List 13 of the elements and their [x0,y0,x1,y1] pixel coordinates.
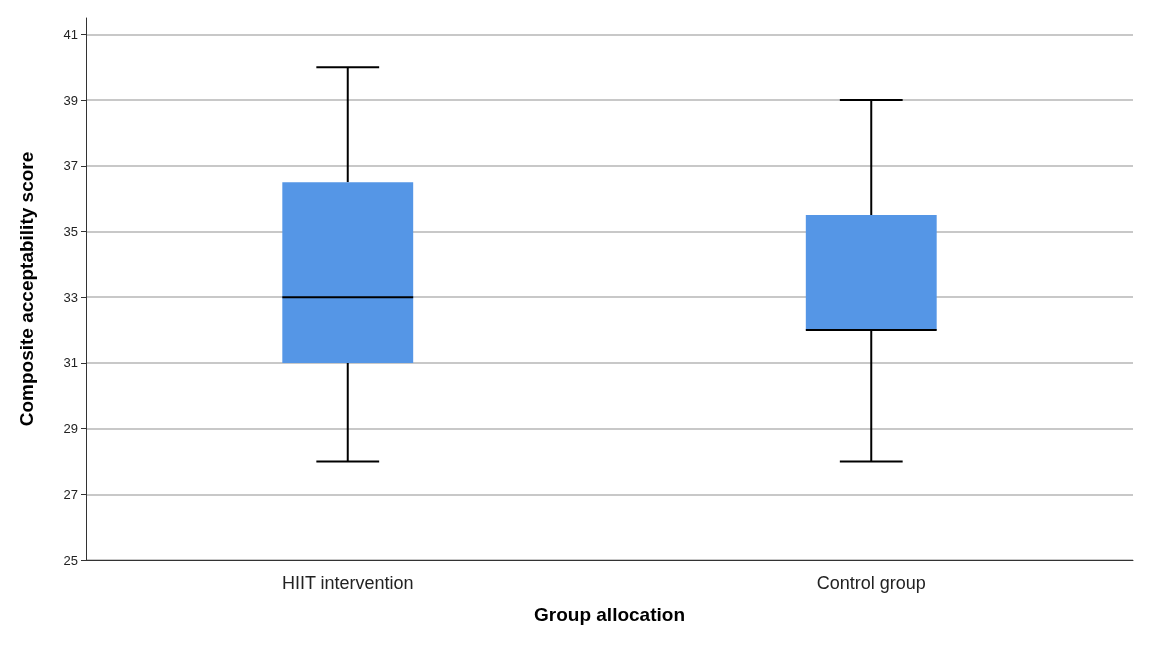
y-tick-label: 35 [63,224,78,240]
x-tick-label: HIIT intervention [281,573,414,593]
y-tick-label: 27 [63,486,78,502]
y-tick-label: 29 [63,421,78,437]
x-axis-title: Group allocation [534,604,685,625]
y-axis-title: Composite acceptability score [16,151,37,427]
y-tick-label: 41 [63,26,78,42]
y-tick-label: 37 [63,158,78,174]
y-tick-label: 25 [63,552,78,568]
x-tick-label: Control group [816,573,926,593]
y-tick-label: 31 [63,355,78,371]
y-tick-label: 33 [63,289,78,305]
y-tick-label: 39 [63,92,78,108]
